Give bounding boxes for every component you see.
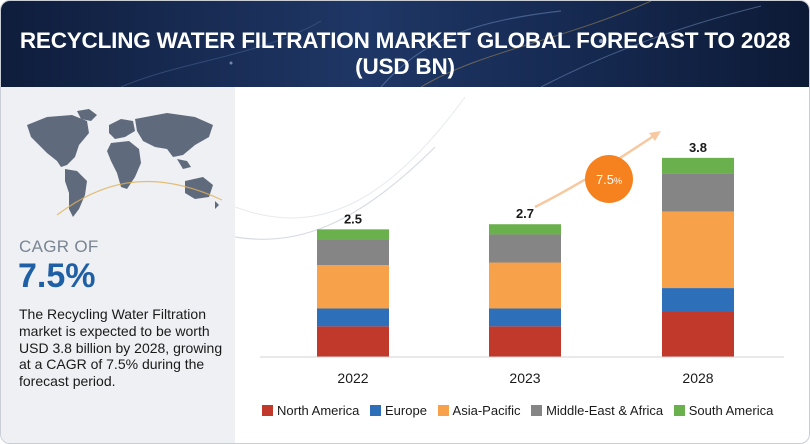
bar-2022-south-america bbox=[317, 229, 389, 240]
background-swoosh bbox=[234, 96, 466, 240]
cagr-callout-circle bbox=[585, 155, 633, 203]
legend-item-south-america: South America bbox=[673, 403, 774, 419]
bar-2023-asia-pacific bbox=[489, 262, 561, 309]
bar-2022-asia-pacific bbox=[317, 265, 389, 309]
legend-item-middle-east-africa: Middle-East & Africa bbox=[531, 403, 663, 418]
legend-swatch-europe bbox=[370, 405, 381, 417]
legend-item-europe: Europe bbox=[370, 403, 427, 418]
bar-2028-asia-pacific bbox=[662, 211, 734, 289]
bar-2022-middle-east-africa bbox=[317, 239, 389, 266]
bar-2023-europe bbox=[489, 308, 561, 327]
bar-2023-middle-east-africa bbox=[489, 234, 561, 263]
total-label-2028: 3.8 bbox=[689, 140, 707, 155]
legend-swatch-south-america bbox=[673, 405, 685, 417]
total-label-2023: 2.7 bbox=[516, 206, 534, 221]
world-map-icon bbox=[27, 109, 222, 217]
x-tick-label-2022: 2022 bbox=[337, 370, 368, 386]
legend-label-south-america: South America bbox=[688, 403, 774, 419]
legend-swatch-asia-pacific bbox=[437, 405, 449, 417]
bar-2028-south-america bbox=[662, 157, 734, 174]
legend-label-middle-east-africa: Middle-East & Africa bbox=[546, 403, 664, 419]
legend-swatch-middle-east-africa bbox=[531, 405, 543, 417]
legend-item-north-america: North America bbox=[262, 403, 359, 418]
bar-2023-south-america bbox=[489, 224, 561, 235]
header-light-trails bbox=[120, 1, 762, 87]
bar-2022-north-america bbox=[317, 326, 389, 357]
chart-area: 2.5 2022 2.7 2023 3.8 2028 7.5% North America… bbox=[234, 87, 809, 443]
cagr-callout-unit: % bbox=[614, 176, 622, 186]
chart-legend: North America Europe Asia-Pacific Middle… bbox=[262, 402, 780, 418]
bar-2028-north-america bbox=[662, 311, 734, 357]
legend-label-asia-pacific: Asia-Pacific bbox=[452, 403, 521, 419]
legend-swatch-north-america bbox=[262, 405, 273, 417]
stacked-bar-chart: 2.5 2022 2.7 2023 3.8 2028 7.5% bbox=[234, 96, 784, 386]
bar-2028-middle-east-africa bbox=[662, 173, 734, 212]
bar-2028-europe bbox=[662, 288, 734, 312]
growth-arrow-head bbox=[649, 131, 661, 141]
cagr-callout-text: 7.5% bbox=[596, 172, 622, 187]
market-description: The Recycling Water Filtration market is… bbox=[19, 306, 223, 390]
cagr-label: CAGR OF bbox=[19, 237, 99, 256]
x-tick-label-2023: 2023 bbox=[509, 370, 540, 386]
legend-label-europe: Europe bbox=[385, 403, 427, 419]
x-tick-label-2028: 2028 bbox=[682, 370, 713, 386]
legend-label-north-america: North America bbox=[277, 403, 360, 419]
legend-item-asia-pacific: Asia-Pacific bbox=[437, 403, 521, 419]
cagr-callout-value: 7.5 bbox=[596, 172, 614, 187]
summary-panel: CAGR OF 7.5% The Recycling Water Filtrat… bbox=[1, 87, 235, 443]
bar-2022-europe bbox=[317, 308, 389, 327]
header-banner: RECYCLING WATER FILTRATION MARKET GLOBAL… bbox=[1, 1, 809, 87]
cagr-value: 7.5% bbox=[18, 257, 96, 295]
total-label-2022: 2.5 bbox=[344, 211, 362, 226]
bar-2023-north-america bbox=[489, 326, 561, 357]
page-title: RECYCLING WATER FILTRATION MARKET GLOBAL… bbox=[19, 28, 791, 79]
